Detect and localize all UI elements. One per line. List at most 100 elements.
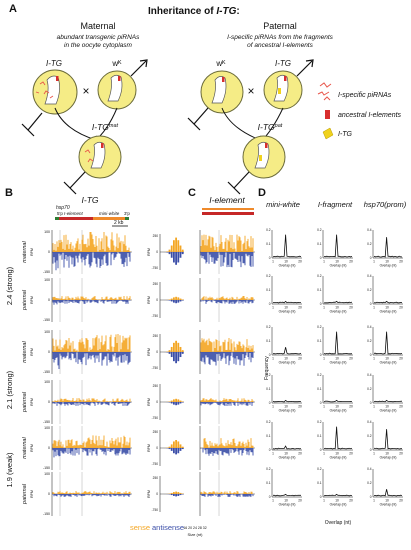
d-y-tick: 0.4 (367, 325, 372, 329)
paternal-heading: Paternal (263, 21, 297, 31)
y-tick-side: -750 (152, 508, 159, 512)
y-tick: -150 (43, 370, 50, 374)
track-hsp70: hsp70 (56, 205, 70, 211)
d-x-label: Overlap (nt) (380, 264, 397, 268)
d-y-tick: 0.1 (266, 434, 271, 438)
overlap-curve (373, 237, 402, 258)
d-x-label: Overlap (nt) (380, 310, 397, 314)
y-tick: 0 (48, 400, 50, 404)
d-y-tick: 0.2 (367, 288, 372, 292)
d-x-tick: 1 (373, 357, 375, 361)
d-y-tick: 0.1 (266, 387, 271, 391)
d-y-tick: 0.2 (317, 325, 322, 329)
d-x-tick: 1 (323, 357, 325, 361)
row-label: maternal (22, 241, 28, 263)
track-5p: 5'p (57, 211, 63, 216)
rpm-label-side: RPM (147, 398, 151, 406)
row-label: paternal (22, 289, 28, 311)
legend-itg: I-TG (338, 131, 353, 138)
y-tick: 100 (44, 330, 50, 334)
d-y-tick: 0.1 (266, 339, 271, 343)
y-tick: 0 (48, 298, 50, 302)
d-y-tick: 0.4 (367, 373, 372, 377)
d-y-tick: 0.4 (367, 420, 372, 424)
d-y-tick: 0.2 (317, 274, 322, 278)
d-x-tick: 20 (399, 357, 403, 361)
legend-ancestral: ancestral I-elements (338, 112, 402, 119)
d-x-tick: 20 (349, 357, 353, 361)
d-y-tick: 0.1 (317, 288, 322, 292)
scale-2kb: 2 kb (114, 220, 124, 226)
d-x-tick: 1 (272, 499, 274, 503)
d-y-tick: 0.2 (367, 339, 372, 343)
overlap-curve (323, 300, 353, 304)
d-x-tick: 20 (298, 306, 302, 310)
d-x-tick: 10 (385, 357, 389, 361)
y-tick: -150 (43, 270, 50, 274)
d-x-tick: 1 (323, 452, 325, 456)
d-x-tick: 10 (284, 452, 288, 456)
d-x-tick: 10 (385, 260, 389, 264)
d-y-tick: 0 (370, 256, 372, 260)
d-x-label: Overlap (nt) (330, 310, 347, 314)
panel-d-col-2: I-fragment (318, 200, 353, 209)
rpm-label-side: RPM (147, 348, 151, 356)
d-x-tick: 20 (399, 260, 403, 264)
itg-legend-icon (322, 127, 334, 140)
d-x-tick: 10 (335, 499, 339, 503)
d-x-tick: 1 (373, 260, 375, 264)
d-x-label: Overlap (nt) (330, 503, 347, 507)
d-x-tick: 1 (272, 260, 274, 264)
y-tick: 100 (44, 426, 50, 430)
d-x-tick: 10 (335, 357, 339, 361)
d-y-tick: 0.2 (266, 373, 271, 377)
y-tick: 0 (48, 492, 50, 496)
overlap-curve (373, 429, 402, 450)
overlap-curve (273, 347, 302, 355)
d-x-tick: 10 (385, 499, 389, 503)
paternal-male-label: I-TG (275, 59, 291, 68)
frequency-axis-label: Frequency (264, 356, 270, 380)
y-tick: 0 (48, 446, 50, 450)
y-tick: 100 (44, 380, 50, 384)
paternal-male (263, 59, 314, 110)
d-x-tick: 10 (284, 306, 288, 310)
d-x-tick: 10 (284, 405, 288, 409)
d-x-tick: 1 (373, 499, 375, 503)
d-x-tick: 20 (298, 499, 302, 503)
paternal-desc-2: of ancestral I-elements (247, 42, 314, 49)
d-y-tick: 0.2 (367, 242, 372, 246)
panel-a-title: Inheritance of I-TG: (148, 6, 240, 17)
y-tick: -150 (43, 512, 50, 516)
d-y-tick: 0.4 (367, 228, 372, 232)
y-tick-side: 0 (156, 350, 158, 354)
d-x-label: Overlap (nt) (330, 264, 347, 268)
d-x-tick: 10 (284, 499, 288, 503)
y-tick-side: 0 (156, 446, 158, 450)
rpm-label: RPM (30, 490, 34, 498)
d-x-tick: 1 (323, 260, 325, 264)
d-y-tick: 0.2 (367, 434, 372, 438)
d-x-tick: 1 (323, 405, 325, 409)
y-tick: 100 (44, 230, 50, 234)
d-x-tick: 20 (298, 357, 302, 361)
y-tick-side: 250 (153, 430, 159, 434)
offspring-mat-label: I-TGmat (92, 122, 119, 132)
offspring-pat-label: I-TGpat (258, 122, 283, 132)
rpm-label-side: RPM (147, 248, 151, 256)
d-y-tick: 0.2 (317, 420, 322, 424)
d-y-tick: 0.2 (266, 228, 271, 232)
d-x-label: Overlap (nt) (380, 409, 397, 413)
d-x-tick: 20 (298, 405, 302, 409)
d-x-tick: 1 (323, 499, 325, 503)
maternal-male (97, 59, 148, 110)
